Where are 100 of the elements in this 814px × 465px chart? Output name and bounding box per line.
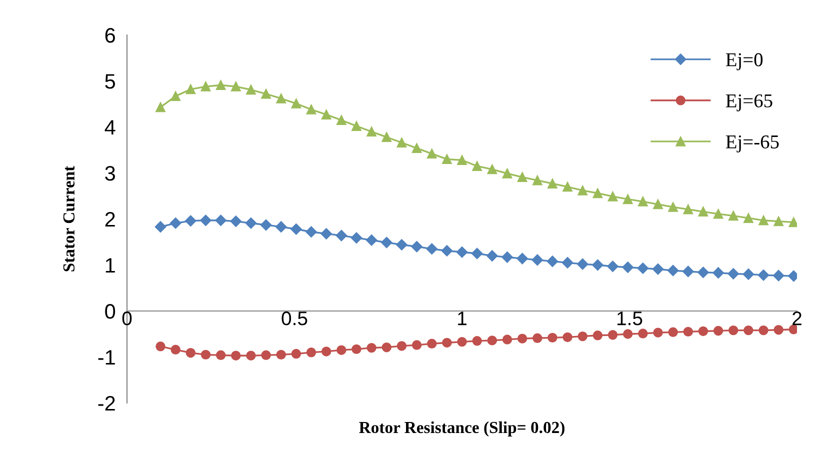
point <box>592 188 603 198</box>
x-tick-label: 2 <box>792 312 802 326</box>
point <box>712 267 724 278</box>
point <box>156 102 166 112</box>
point <box>471 248 483 260</box>
point <box>412 143 422 154</box>
point <box>412 340 422 350</box>
point <box>200 214 212 226</box>
point <box>336 115 346 125</box>
point <box>350 232 362 244</box>
point <box>698 326 708 336</box>
point <box>607 260 618 272</box>
point <box>653 199 663 210</box>
point <box>275 221 287 232</box>
point <box>156 342 166 352</box>
point <box>366 342 376 353</box>
point <box>185 215 196 226</box>
point <box>170 344 180 354</box>
point <box>562 182 572 192</box>
point <box>306 348 316 358</box>
point <box>336 345 346 355</box>
point <box>291 98 302 108</box>
point <box>728 325 738 336</box>
point <box>246 84 256 95</box>
y-tick-label: 2 <box>105 212 115 227</box>
x-tick-label: 1.5 <box>617 312 642 326</box>
point <box>562 332 572 342</box>
point <box>546 256 558 267</box>
point <box>713 326 724 336</box>
point <box>682 266 694 278</box>
point <box>683 326 693 337</box>
point <box>487 164 498 174</box>
point <box>638 196 648 206</box>
point <box>352 344 362 354</box>
point <box>608 330 618 340</box>
point <box>516 252 528 264</box>
point <box>728 210 738 221</box>
point <box>231 82 241 92</box>
point <box>456 246 468 258</box>
point <box>426 148 437 159</box>
point <box>231 350 241 360</box>
point <box>382 132 392 142</box>
point <box>321 110 332 120</box>
point <box>758 270 770 281</box>
point <box>396 138 407 148</box>
point <box>472 161 482 171</box>
point <box>442 154 452 164</box>
point <box>276 94 286 104</box>
point <box>578 331 588 342</box>
point <box>216 350 226 360</box>
point <box>788 324 797 334</box>
point <box>638 328 648 338</box>
point <box>442 338 452 348</box>
point <box>637 262 649 274</box>
point <box>320 228 332 240</box>
point <box>517 172 528 182</box>
point <box>532 333 542 343</box>
point <box>548 332 558 343</box>
point <box>457 336 467 347</box>
point <box>306 104 316 114</box>
point <box>230 216 242 227</box>
point <box>396 239 408 250</box>
point <box>321 346 332 356</box>
point <box>487 336 498 346</box>
point <box>170 91 180 102</box>
point <box>366 234 378 246</box>
point <box>532 176 542 186</box>
legend-label: Ej=65 <box>726 94 772 112</box>
y-tick-label: 6 <box>105 28 115 43</box>
point <box>578 186 588 196</box>
point <box>245 218 257 229</box>
point <box>457 155 467 165</box>
point <box>381 236 392 248</box>
point <box>576 258 588 270</box>
x-tick-label: 1 <box>458 312 466 326</box>
point <box>396 341 407 351</box>
point <box>532 254 543 266</box>
point <box>592 330 603 340</box>
point <box>592 259 604 271</box>
point <box>622 194 633 204</box>
point <box>246 350 256 360</box>
legend-label: Ej=0 <box>726 53 763 70</box>
point <box>154 221 166 232</box>
point <box>622 329 633 339</box>
point <box>698 266 709 278</box>
point <box>502 334 512 344</box>
point <box>200 350 211 360</box>
point <box>472 336 482 346</box>
legend-label: Ej=-65 <box>726 135 779 152</box>
point <box>713 209 724 219</box>
point <box>744 213 754 223</box>
y-tick-label: 3 <box>105 166 115 181</box>
point <box>683 204 693 214</box>
point <box>366 126 376 136</box>
point <box>186 84 196 94</box>
point <box>668 202 678 212</box>
point <box>517 334 528 344</box>
point <box>306 226 317 238</box>
y-axis-title: Stator Current <box>63 166 75 272</box>
point <box>291 348 302 359</box>
